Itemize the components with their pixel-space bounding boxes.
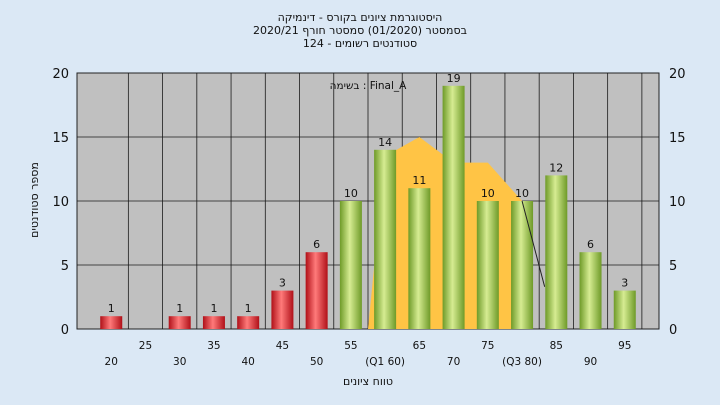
bar-value-label-40: 1: [245, 302, 252, 315]
y-axis-label: מספר סטודנטים: [28, 162, 41, 238]
y-tick-right-20: 20: [669, 67, 686, 82]
y-tick-right-10: 10: [669, 195, 686, 210]
bar-65: [408, 188, 431, 329]
bar-40: [237, 316, 260, 329]
bar-value-label-50: 6: [313, 238, 320, 251]
bar-35: [202, 316, 225, 329]
bar-55: [339, 201, 362, 329]
chart-annotation: בשימה : Final_A: [330, 80, 408, 92]
y-tick-left-20: 20: [52, 67, 69, 82]
bar-value-label-65: 11: [412, 174, 426, 187]
bar-value-label-75: 10: [481, 187, 495, 200]
bar-60: [374, 149, 397, 329]
x-tick-50: 50: [310, 356, 323, 368]
bar-80: [511, 201, 534, 329]
x-tick-90: 90: [584, 356, 597, 368]
x-tick-95: 95: [618, 340, 631, 352]
y-axis-left-ticks: 0 5 10 15 20: [52, 67, 69, 338]
bar-value-label-85: 12: [549, 161, 563, 174]
bar-value-label-70: 19: [447, 72, 461, 85]
bar-95: [613, 290, 636, 329]
x-tick-25: 25: [139, 340, 152, 352]
chart-title-line-2: בסמסטר (01/2020) סמסטר חורף 2020/21: [253, 24, 467, 37]
x-tick-75: 75: [481, 340, 494, 352]
y-tick-left-0: 0: [61, 323, 69, 338]
bar-75: [476, 201, 499, 329]
y-tick-right-15: 15: [669, 131, 686, 146]
chart-title-line-1: היסטוגרמת ציונים בקורס - דינמיקה: [278, 11, 443, 24]
bar-20: [100, 316, 123, 329]
bar-value-label-30: 1: [176, 302, 183, 315]
x-tick-60: (Q1 60): [365, 356, 405, 368]
bar-value-label-55: 10: [344, 187, 358, 200]
x-tick-70: 70: [447, 356, 460, 368]
y-tick-left-15: 15: [52, 131, 69, 146]
x-tick-35: 35: [207, 340, 220, 352]
y-tick-left-5: 5: [61, 259, 69, 274]
bar-90: [579, 252, 602, 329]
x-axis-ticks: 20 25 30 35 40 45 50 55 (Q1 60) 65 70 75 (Q3 80) 85 90…: [105, 340, 632, 368]
bar-value-label-45: 3: [279, 277, 286, 290]
bar-45: [271, 290, 294, 329]
x-tick-85: 85: [550, 340, 563, 352]
x-tick-20: 20: [105, 356, 118, 368]
bar-value-label-35: 1: [210, 302, 217, 315]
x-tick-45: 45: [276, 340, 289, 352]
bar-70: [442, 85, 465, 329]
x-tick-30: 30: [173, 356, 186, 368]
y-axis-right-ticks: 0 5 10 15 20: [669, 67, 686, 338]
bar-30: [168, 316, 191, 329]
bar-50: [305, 252, 328, 329]
x-tick-65: 65: [413, 340, 426, 352]
y-tick-right-5: 5: [669, 259, 677, 274]
bar-value-label-80: 10: [515, 187, 529, 200]
y-tick-left-10: 10: [52, 195, 69, 210]
bar-value-label-60: 14: [378, 136, 392, 149]
bar-value-label-90: 6: [587, 238, 594, 251]
bar-85: [545, 175, 568, 329]
bar-value-label-95: 3: [621, 277, 628, 290]
x-tick-55: 55: [344, 340, 357, 352]
bars: [100, 85, 636, 329]
chart-title-line-3: סטודנטים רשומים - 124: [303, 37, 417, 50]
x-tick-80: (Q3 80): [502, 356, 542, 368]
drop-line: [521, 200, 546, 287]
x-axis-label: טווח ציונים: [343, 375, 393, 388]
x-tick-40: 40: [241, 356, 254, 368]
y-tick-right-0: 0: [669, 323, 677, 338]
bar-value-label-20: 1: [108, 302, 115, 315]
